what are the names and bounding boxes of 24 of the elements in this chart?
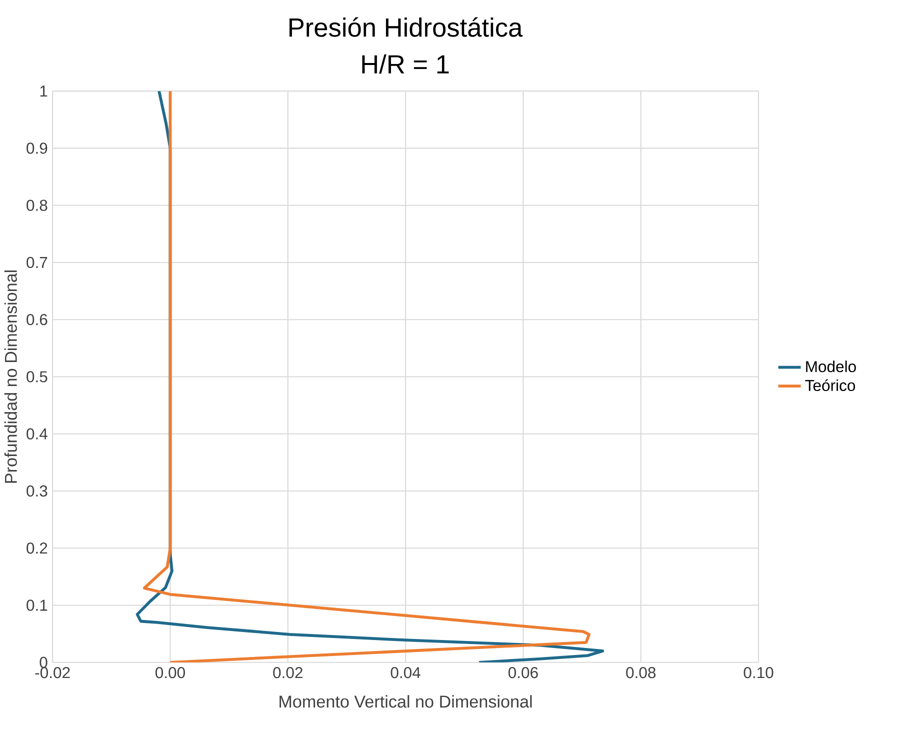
x-tick-label: 0.00: [155, 667, 185, 678]
chart-title: Presión Hidrostática: [290, 17, 523, 38]
x-tick-label: 0.06: [508, 667, 538, 678]
legend-label: Modelo: [806, 360, 856, 372]
chart-subtitle: H/R = 1: [362, 54, 449, 74]
x-tick-label: 0.04: [390, 667, 420, 678]
y-tick-label: 0.8: [26, 200, 48, 212]
y-tick-label: 0.1: [26, 600, 48, 612]
x-tick-label: 0.08: [626, 667, 656, 678]
x-tick-label: 0.10: [744, 667, 774, 678]
y-tick-label: 0: [40, 657, 48, 668]
y-tick-label: 0.6: [26, 314, 48, 326]
y-tick-label: 0.2: [26, 542, 48, 554]
x-axis-title: Momento Vertical no Dimensional: [280, 695, 532, 708]
x-tick-label: 0.02: [273, 667, 302, 678]
y-tick-label: 0.5: [26, 371, 48, 383]
y-tick-label: 0.9: [26, 142, 48, 154]
legend-label: Teórico: [805, 380, 856, 392]
y-axis-title: Profundidad no Dimensional: [4, 270, 17, 483]
y-tick-label: 0.3: [26, 486, 48, 497]
y-tick-label: 0.7: [26, 257, 48, 268]
x-tick-label: -0.02: [35, 667, 70, 678]
y-tick-label: 1: [40, 86, 48, 97]
y-tick-label: 0.4: [26, 428, 48, 440]
